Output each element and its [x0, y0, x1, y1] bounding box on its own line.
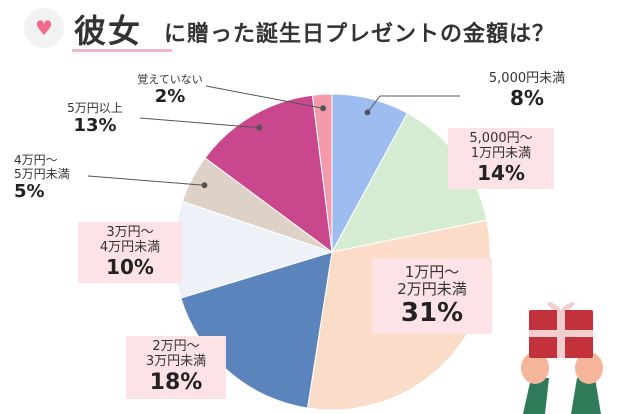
- label-40000-50000-percent: 5%: [14, 180, 45, 202]
- pie-slice-3: [180, 251, 333, 409]
- label-dont-remember: 覚えていない 2%: [128, 73, 212, 107]
- label-30000-40000-text1: 3万円～: [106, 225, 154, 240]
- label-under-5000-percent: 8%: [510, 85, 544, 110]
- label-20000-30000-text1: 2万円～: [152, 339, 200, 354]
- label-10000-20000: 1万円～ 2万円未満 31%: [372, 258, 492, 335]
- gift-box-illustration: [521, 302, 603, 414]
- pie-slice-7: [311, 93, 333, 253]
- label-5000-10000-percent: 14%: [477, 160, 525, 185]
- pie-slice-6: [204, 94, 333, 254]
- label-40000-50000-text2: 5万円未満: [14, 166, 70, 181]
- label-40000-50000-text1: 4万円～: [14, 153, 58, 167]
- label-under-5000-text: 5,000円未満: [488, 71, 566, 86]
- leader-line-0: [367, 95, 460, 113]
- leader-line-7: [205, 85, 324, 109]
- title-emphasis: 彼女: [74, 12, 143, 50]
- label-20000-30000-text2: 3万円未満: [145, 353, 207, 369]
- label-20000-30000: 2万円～ 3万円未満 18%: [126, 336, 226, 400]
- label-over-50000: 5万円以上 13%: [60, 101, 130, 136]
- label-40000-50000: 4万円～ 5万円未満 5%: [14, 153, 84, 202]
- label-5000-10000-text1: 5,000円～: [469, 131, 533, 146]
- label-30000-40000-percent: 10%: [106, 254, 154, 279]
- label-30000-40000-text2: 4万円未満: [99, 239, 161, 255]
- heart-icon: ♥: [24, 8, 64, 48]
- leader-line-5: [87, 175, 205, 186]
- label-under-5000: 5,000円未満 8%: [462, 71, 592, 110]
- label-10000-20000-text1: 1万円～: [404, 263, 460, 281]
- label-over-50000-percent: 13%: [73, 114, 117, 136]
- title-underline: [72, 49, 172, 52]
- label-5000-10000-text2: 1万円未満: [470, 145, 532, 161]
- label-over-50000-text: 5万円以上: [67, 101, 123, 115]
- title-text: に贈った誕生日プレゼントの金額は？: [164, 22, 556, 47]
- label-dont-remember-text: 覚えていない: [137, 73, 203, 86]
- label-30000-40000: 3万円～ 4万円未満 10%: [78, 222, 182, 283]
- label-10000-20000-percent: 31%: [400, 297, 464, 328]
- title-row: ♥ 彼女 に贈った誕生日プレゼントの金額は？: [24, 6, 604, 52]
- label-5000-10000: 5,000円～ 1万円未満 14%: [448, 128, 554, 189]
- label-10000-20000-text2: 2万円未満: [397, 280, 467, 299]
- leader-line-6: [139, 117, 260, 129]
- label-dont-remember-percent: 2%: [154, 85, 186, 107]
- label-20000-30000-percent: 18%: [149, 369, 203, 395]
